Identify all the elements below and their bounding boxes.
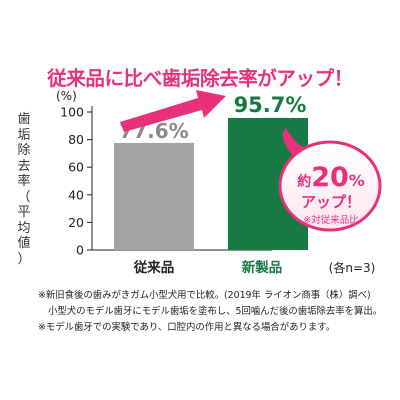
y-axis-label: 歯垢除去率（平均値） xyxy=(17,112,31,267)
footnote-2: 小型犬のモデル歯牙にモデル歯垢を塗布し、5回噛んだ後の歯垢除去率を算出。 xyxy=(48,306,383,317)
callout-percent: % xyxy=(349,171,365,190)
value-label-1: 95.7% xyxy=(234,93,307,117)
callout-line2: アップ！ xyxy=(301,193,361,211)
footnotes: ※新旧食後の歯みがきガム小型犬用で比較。(2019年 ライオン商事（株）調べ) … xyxy=(38,288,388,336)
y-unit: (%) xyxy=(56,89,77,103)
callout-bubble xyxy=(278,140,382,232)
y-tick-label-5: 100 xyxy=(60,105,84,120)
footnote-1: ※新旧食後の歯みがきガム小型犬用で比較。(2019年 ライオン商事（株）調べ) xyxy=(38,290,371,301)
y-tick-label-0: 0 xyxy=(76,243,84,258)
y-tick-label-4: 80 xyxy=(68,132,84,147)
y-tick-label-3: 60 xyxy=(68,160,84,175)
y-tick-label-2: 40 xyxy=(68,187,84,202)
y-tick-label-1: 20 xyxy=(68,215,84,230)
sample-size-note: (各n=3) xyxy=(329,260,376,275)
callout-prefix: 約 xyxy=(297,173,311,190)
footnote-3: ※モデル歯牙での実験であり、口腔内の作用と異なる場合があります。 xyxy=(38,322,336,333)
category-label-0: 従来品 xyxy=(133,259,175,276)
category-label-1: 新製品 xyxy=(242,259,283,276)
callout-headline: 約20% xyxy=(297,162,365,193)
increase-arrow xyxy=(120,90,226,132)
headline: 従来品に比べ歯垢除去率がアップ！ xyxy=(47,67,353,90)
callout-number: 20 xyxy=(311,162,349,193)
callout-note: ※対従来品比 xyxy=(303,214,358,226)
bar-0 xyxy=(114,142,194,250)
